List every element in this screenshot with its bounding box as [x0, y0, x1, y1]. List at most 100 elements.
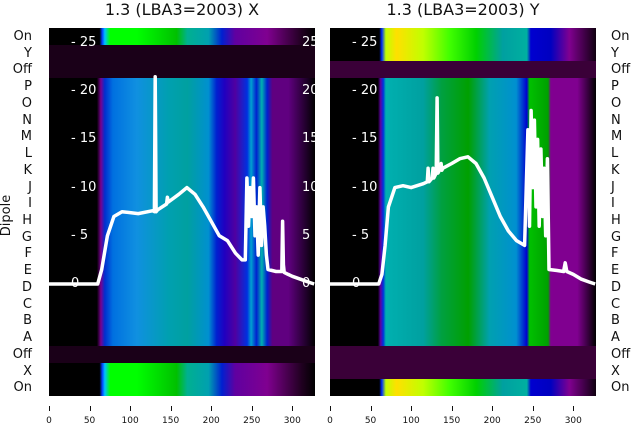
x-tick-mark [49, 406, 50, 411]
row-label: X [23, 363, 32, 379]
row-label: H [611, 213, 621, 228]
row-label: O [21, 95, 32, 111]
y-tick-label: - 15 [352, 131, 378, 147]
x-tick-label: 100 [402, 416, 420, 426]
row-on-top [49, 28, 315, 45]
x-tick-label: 0 [327, 416, 333, 426]
rows-dipoles [49, 78, 315, 346]
row-label: P [24, 79, 32, 95]
row-label: I [611, 196, 615, 212]
y-tick-label: 0 [302, 276, 311, 291]
row-label: Y [611, 45, 619, 61]
row-off-top [330, 61, 596, 78]
row-label: J [28, 179, 32, 195]
row-label: G [21, 229, 32, 245]
x-tick-label: 0 [46, 416, 52, 426]
rows-x-on-bottom [49, 363, 315, 396]
y-tick-label: - 5 [352, 227, 370, 243]
y-axis-label: Dipole [0, 194, 15, 237]
y-tick-label: - 5 [71, 227, 89, 243]
row-label: Y [24, 45, 32, 61]
y-tick-label: - 25 [71, 35, 97, 50]
row-label: K [611, 162, 620, 178]
y-tick-label: 5 [302, 227, 311, 243]
heatmap-x [49, 28, 315, 396]
rows-off-x-bottom [330, 346, 596, 379]
x-tick-mark [532, 406, 534, 411]
row-label: G [611, 229, 622, 245]
row-label: J [611, 179, 615, 195]
y-tick-label: 15 [302, 131, 319, 147]
x-tick-mark [492, 406, 494, 411]
row-label: F [24, 246, 32, 262]
x-tick-mark [292, 406, 294, 411]
x-tick-mark [451, 406, 453, 411]
row-label: B [611, 313, 620, 329]
row-label: Off [12, 346, 32, 362]
x-tick-label: 100 [121, 416, 139, 426]
row-off-top [49, 45, 315, 78]
row-label: E [611, 263, 620, 279]
x-tick-label: 250 [243, 416, 261, 426]
row-label: L [24, 146, 32, 162]
y-tick-label: 0 [352, 276, 361, 291]
row-label: I [28, 196, 32, 212]
x-tick-mark [211, 406, 213, 411]
x-tick-label: 250 [524, 416, 542, 426]
row-label: D [611, 279, 622, 295]
x-tick-mark [573, 406, 575, 411]
mean-spectrum-line [49, 74, 315, 286]
y-tick-label: - 25 [352, 35, 378, 50]
row-label: E [23, 263, 32, 279]
y-tick-label: - 15 [71, 131, 97, 147]
row-label: K [23, 162, 32, 178]
line-layer-y [330, 96, 596, 286]
rows-dipoles [330, 78, 596, 346]
row-label: A [23, 330, 32, 346]
y-tick-label: 25 [302, 35, 319, 50]
row-label: C [611, 296, 621, 312]
row-label: On [13, 29, 32, 44]
row-label: L [611, 146, 619, 162]
y-tick-label: - 20 [71, 83, 97, 99]
row-label: Off [12, 62, 32, 78]
row-label: N [611, 112, 621, 128]
x-tick-mark [411, 406, 413, 411]
row-label: M [611, 129, 623, 145]
x-tick-label: 300 [283, 416, 301, 426]
y-tick-label: - 10 [352, 179, 378, 195]
row-off-bottom [49, 346, 315, 363]
row-label: D [21, 279, 32, 295]
y-tick-label: - 10 [71, 179, 97, 195]
line-layer-x [49, 74, 315, 286]
row-label: O [611, 95, 622, 111]
mean-spectrum-line [330, 96, 596, 286]
plot-title-y: 1.3 (LBA3=2003) Y [386, 0, 540, 19]
x-tick-mark [89, 406, 91, 411]
row-label: On [13, 380, 32, 396]
row-label: M [20, 129, 32, 145]
row-label: P [611, 79, 619, 95]
row-on-bottom [330, 379, 596, 396]
x-tick-label: 50 [364, 416, 377, 426]
x-tick-label: 150 [162, 416, 180, 426]
x-tick-label: 150 [443, 416, 461, 426]
plot-title-x: 1.3 (LBA3=2003) X [104, 0, 260, 19]
row-label: B [23, 313, 32, 329]
x-tick-mark [370, 406, 372, 411]
y-tick-label: - 20 [352, 83, 378, 99]
row-label: F [611, 246, 619, 262]
row-label: H [22, 213, 32, 228]
y-tick-label: 10 [302, 179, 319, 195]
row-label: On [611, 29, 630, 44]
y-tick-label: 20 [302, 83, 319, 99]
row-label: N [22, 112, 32, 128]
row-label: On [611, 380, 630, 396]
x-tick-mark [251, 406, 253, 411]
y-tick-label: 0 [71, 276, 80, 291]
row-label: C [22, 296, 32, 312]
x-tick-label: 50 [83, 416, 96, 426]
row-label: X [611, 363, 620, 379]
x-tick-mark [330, 406, 331, 411]
x-tick-mark [130, 406, 132, 411]
